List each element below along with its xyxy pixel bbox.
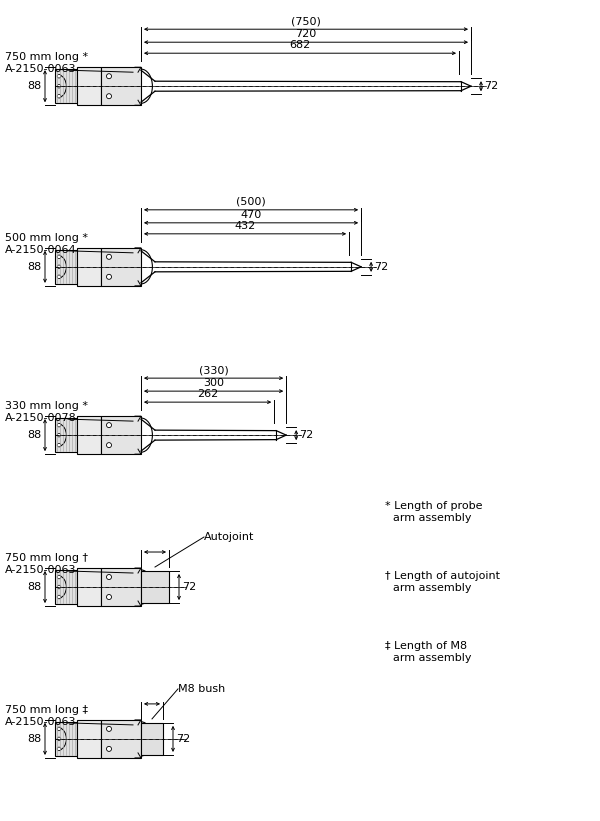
Circle shape — [57, 75, 61, 78]
Text: A-2150-0078: A-2150-0078 — [5, 413, 77, 423]
Bar — [101, 67, 141, 105]
Text: 470: 470 — [241, 210, 262, 220]
Circle shape — [107, 746, 112, 751]
Circle shape — [57, 727, 61, 731]
Bar — [77, 720, 101, 758]
Bar — [141, 571, 169, 603]
Bar — [55, 250, 77, 284]
Text: 300: 300 — [203, 378, 224, 388]
Text: (750): (750) — [291, 16, 321, 26]
Text: A-2150-0063: A-2150-0063 — [5, 717, 77, 727]
Circle shape — [57, 595, 61, 599]
Text: arm assembly: arm assembly — [393, 513, 472, 523]
Bar — [101, 416, 141, 454]
Text: 88: 88 — [28, 81, 42, 91]
Text: M8 bush: M8 bush — [178, 684, 225, 694]
Bar — [101, 720, 141, 758]
Circle shape — [107, 74, 112, 79]
Text: 72: 72 — [299, 430, 313, 440]
Circle shape — [57, 737, 61, 741]
Circle shape — [107, 274, 112, 279]
Circle shape — [57, 94, 61, 98]
Circle shape — [107, 594, 112, 599]
Text: ‡ Length of M8: ‡ Length of M8 — [385, 641, 467, 651]
Bar — [77, 568, 101, 606]
Text: 330 mm long *: 330 mm long * — [5, 401, 88, 411]
Circle shape — [57, 443, 61, 447]
Bar — [55, 69, 77, 103]
Circle shape — [57, 255, 61, 259]
Text: 72: 72 — [182, 582, 196, 592]
Circle shape — [57, 85, 61, 88]
Text: 72: 72 — [484, 81, 498, 91]
Text: 88: 88 — [28, 582, 42, 592]
Text: 432: 432 — [235, 221, 256, 231]
Text: 262: 262 — [197, 389, 218, 399]
Circle shape — [57, 275, 61, 278]
Text: * Length of probe: * Length of probe — [385, 501, 482, 511]
Circle shape — [107, 94, 112, 99]
Text: 750 mm long *: 750 mm long * — [5, 53, 88, 62]
Circle shape — [57, 265, 61, 268]
Bar — [55, 722, 77, 756]
Bar — [101, 568, 141, 606]
Text: 720: 720 — [295, 30, 317, 39]
Text: (500): (500) — [236, 197, 266, 207]
Text: 72: 72 — [176, 734, 190, 744]
Circle shape — [107, 443, 112, 447]
Bar — [77, 248, 101, 286]
Bar — [77, 67, 101, 105]
Circle shape — [57, 433, 61, 437]
Circle shape — [57, 576, 61, 579]
Circle shape — [57, 424, 61, 427]
Circle shape — [57, 747, 61, 750]
Text: 500 mm long *: 500 mm long * — [5, 233, 88, 243]
Text: arm assembly: arm assembly — [393, 583, 472, 593]
Bar — [77, 416, 101, 454]
Text: (330): (330) — [199, 365, 229, 375]
Text: 682: 682 — [289, 40, 311, 50]
Text: A-2150-0064: A-2150-0064 — [5, 245, 77, 255]
Circle shape — [107, 575, 112, 580]
Text: 88: 88 — [28, 262, 42, 272]
Text: Autojoint: Autojoint — [204, 532, 254, 542]
Bar — [55, 418, 77, 452]
Text: 750 mm long †: 750 mm long † — [5, 553, 88, 563]
Circle shape — [107, 423, 112, 428]
Text: 88: 88 — [28, 734, 42, 744]
Text: A-2150-0063: A-2150-0063 — [5, 565, 77, 575]
Text: arm assembly: arm assembly — [393, 653, 472, 663]
Circle shape — [57, 585, 61, 589]
Text: 72: 72 — [374, 262, 388, 272]
Text: † Length of autojoint: † Length of autojoint — [385, 571, 500, 580]
Bar — [141, 722, 163, 755]
Bar — [55, 570, 77, 604]
Circle shape — [107, 727, 112, 732]
Text: A-2150-0063: A-2150-0063 — [5, 64, 77, 74]
Text: 88: 88 — [28, 430, 42, 440]
Text: 750 mm long ‡: 750 mm long ‡ — [5, 705, 88, 715]
Bar — [101, 248, 141, 286]
Circle shape — [107, 255, 112, 259]
